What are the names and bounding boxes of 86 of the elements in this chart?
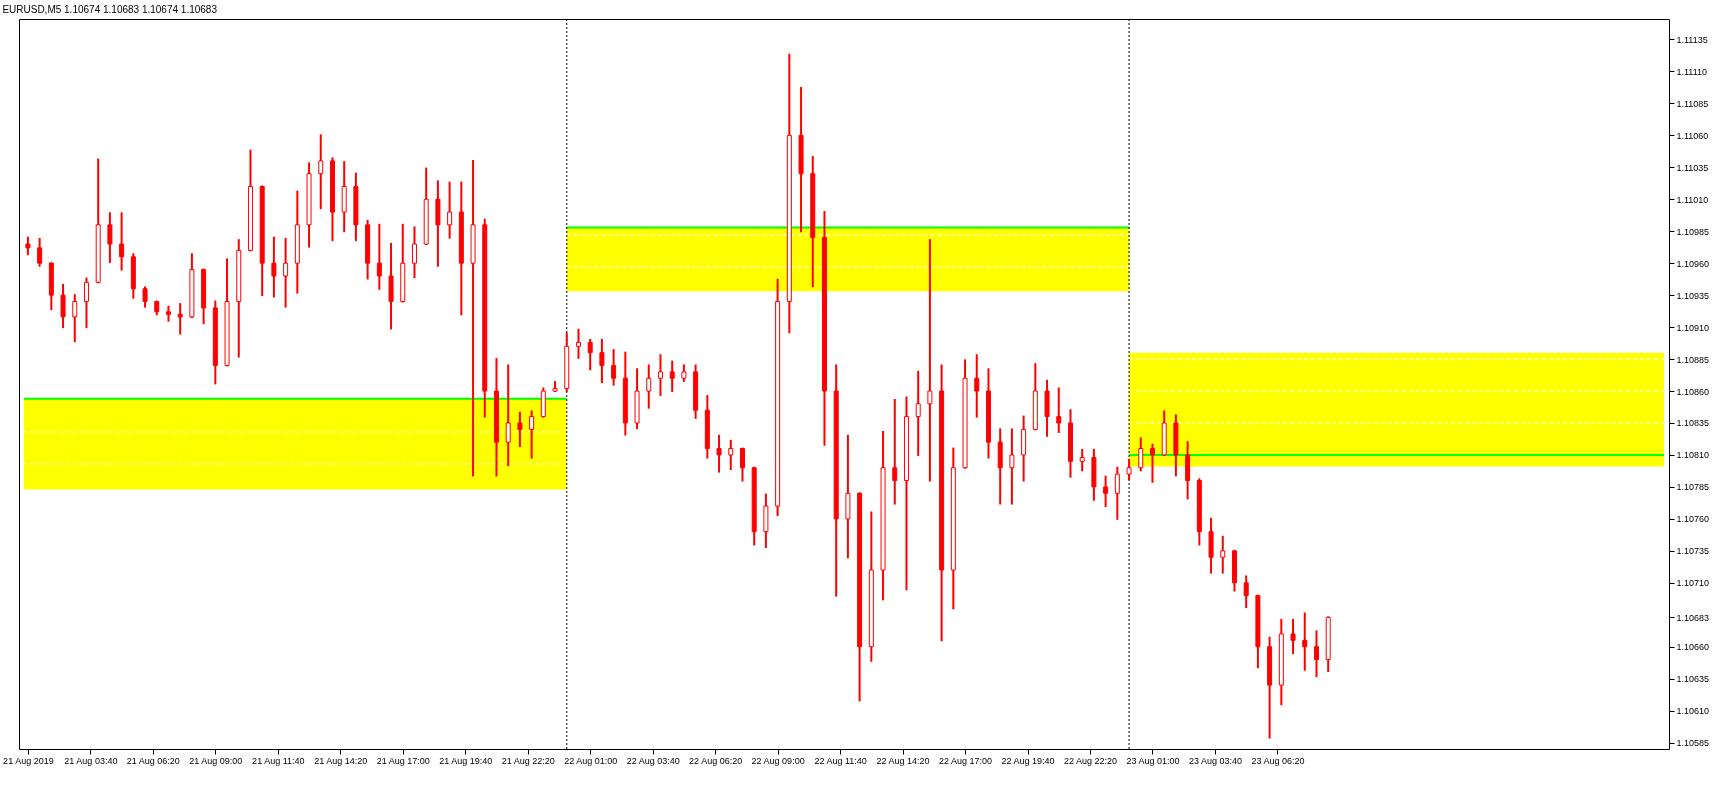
x-tick-label: 21 Aug 09:00 [189,755,243,766]
candlestick [657,354,663,396]
x-tick-label: 21 Aug 17:00 [376,755,430,766]
candlestick [1220,535,1226,574]
candlestick [1126,459,1132,481]
candlestick [1243,575,1249,609]
x-tick-label: 22 Aug 19:40 [1001,755,1055,766]
y-tick-label: 1.10760 [1676,514,1710,525]
candlestick [728,439,734,471]
candlestick [1079,448,1085,472]
y-tick-label: 1.10785 [1676,482,1710,493]
y-tick-label: 1.11010 [1676,194,1709,205]
candlestick [1009,428,1015,505]
x-tick-label: 21 Aug 14:20 [314,755,368,766]
candlestick [517,411,523,448]
y-tick-label: 1.11135 [1676,34,1708,45]
y-tick-label: 1.10810 [1676,450,1710,461]
x-tick-label: 22 Aug 03:40 [626,755,680,766]
candlestick [1149,443,1155,483]
y-tick-label: 1.10835 [1676,418,1710,429]
y-tick-label: 1.11035 [1676,162,1709,173]
x-tick-label: 22 Aug 11:40 [814,755,867,766]
candlestick [142,286,148,308]
candlestick [271,236,277,298]
x-tick-label: 23 Aug 01:00 [1126,755,1180,766]
y-tick-label: 1.10860 [1676,386,1710,397]
x-tick-label: 23 Aug 06:20 [1251,755,1305,766]
candlestick [1290,618,1296,655]
y-tick-label: 1.10935 [1676,290,1710,301]
candlestick [1103,475,1109,508]
candlestick [974,354,980,418]
candlestick [283,237,289,308]
y-tick-label: 1.11085 [1676,98,1709,109]
candlestick [72,294,78,343]
y-tick-label: 1.10660 [1676,642,1710,653]
candlestick [177,303,183,335]
candlestick [1313,630,1319,678]
y-tick-label: 1.10910 [1676,322,1710,333]
x-tick-label: 21 Aug 03:40 [64,755,118,766]
y-tick-label: 1.10985 [1676,226,1710,237]
candlestick [575,328,581,359]
candlestick [915,370,921,456]
x-tick-label: 21 Aug 22:20 [501,755,555,766]
y-tick-label: 1.11060 [1676,130,1709,141]
x-tick-label: 21 Aug 2019 [3,755,54,766]
candlestick [119,212,125,271]
y-tick-label: 1.10635 [1676,674,1710,685]
candlestick [587,338,593,371]
y-tick-label: 1.10683 [1676,612,1710,623]
candlestick [611,349,617,386]
candlestick [1114,466,1120,520]
candlestick [1056,387,1062,433]
chart-title: EURUSD,M5 1.10674 1.10683 1.10674 1.10683 [2,3,218,15]
x-tick-label: 21 Aug 11:40 [252,755,305,766]
y-tick-label: 1.10885 [1676,354,1710,365]
candlestick [60,283,66,329]
x-tick-label: 22 Aug 01:00 [564,755,618,766]
y-tick-label: 1.10735 [1676,546,1710,557]
x-tick-label: 23 Aug 03:40 [1188,755,1242,766]
candlestick [376,223,382,290]
candlestick [1302,612,1308,671]
y-tick-label: 1.10960 [1676,258,1710,269]
x-tick-label: 22 Aug 22:20 [1063,755,1118,766]
candlestick [37,237,43,267]
candlestick [716,434,722,473]
candlestick [739,447,745,482]
candlestick [1138,437,1144,472]
candlestick [411,226,417,279]
x-tick-label: 22 Aug 17:00 [939,755,993,766]
candlestick [107,212,113,263]
candlestick [892,398,898,505]
candlestick [318,134,324,210]
candlestick [669,360,675,393]
candlestick [646,364,652,409]
y-tick-label: 1.11110 [1676,66,1708,77]
y-tick-label: 1.10585 [1676,738,1710,749]
x-tick-label: 22 Aug 09:00 [751,755,805,766]
x-tick-label: 22 Aug 14:20 [876,755,930,766]
x-tick-label: 21 Aug 19:40 [439,755,493,766]
y-tick-label: 1.10610 [1676,706,1710,717]
x-tick-label: 21 Aug 06:20 [126,755,180,766]
y-tick-label: 1.10710 [1676,578,1710,589]
candlestick [599,338,605,384]
candlestick [447,181,453,239]
x-tick-label: 22 Aug 06:20 [689,755,743,766]
candlestick [83,277,89,329]
